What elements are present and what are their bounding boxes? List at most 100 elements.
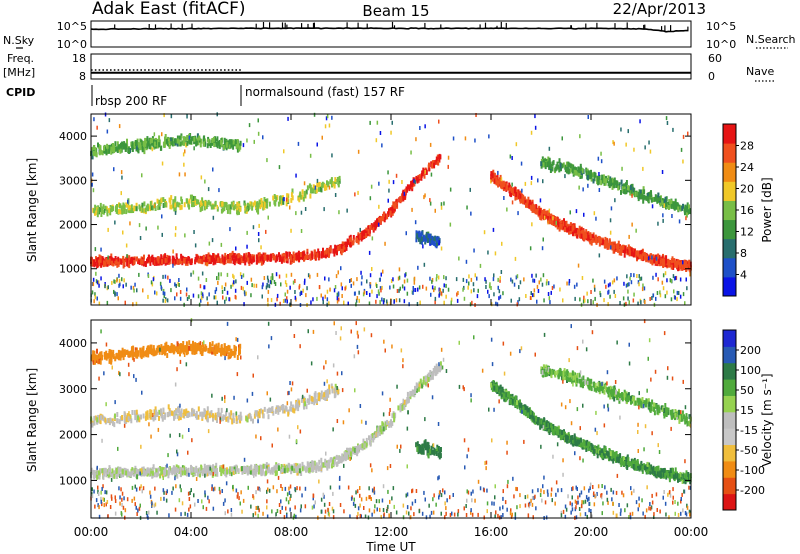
range-cell (337, 245, 340, 251)
range-cell (638, 274, 640, 279)
range-cell (93, 117, 95, 122)
range-cell (667, 201, 670, 207)
range-cell (163, 291, 166, 296)
range-cell (636, 274, 638, 278)
range-cell (255, 283, 258, 288)
range-cell (425, 286, 428, 291)
range-cell (122, 255, 125, 261)
range-cell (592, 178, 595, 184)
range-cell (371, 267, 373, 271)
range-cell (465, 259, 468, 264)
range-cell (175, 253, 178, 259)
range-cell (387, 198, 389, 203)
range-cell (607, 302, 609, 307)
range-cell (233, 205, 236, 211)
range-cell (140, 414, 142, 420)
range-cell (312, 188, 315, 194)
range-cell (211, 138, 214, 143)
range-cell (293, 466, 296, 472)
range-cell (643, 252, 646, 258)
range-cell (235, 466, 238, 472)
range-cell (574, 169, 577, 175)
range-cell (174, 282, 176, 287)
range-cell (275, 272, 278, 277)
range-cell (128, 258, 131, 264)
range-cell (434, 208, 436, 213)
range-cell (151, 467, 154, 473)
range-cell (685, 216, 687, 221)
range-cell (390, 279, 393, 283)
range-cell (178, 172, 181, 177)
range-cell (202, 254, 205, 260)
range-cell (568, 279, 571, 283)
range-cell (108, 144, 111, 150)
range-cell (371, 236, 374, 241)
range-cell (558, 166, 561, 172)
range-cell (462, 277, 465, 282)
range-cell (434, 300, 436, 305)
range-cell (316, 252, 319, 258)
range-cell (163, 294, 165, 299)
range-cell (541, 213, 544, 219)
range-cell (199, 472, 201, 478)
range-cell (215, 462, 218, 468)
range-cell (296, 254, 299, 260)
range-cell (399, 197, 402, 203)
range-cell (98, 207, 101, 212)
range-cell (120, 142, 123, 148)
range-cell (417, 265, 419, 270)
range-cell (168, 197, 171, 203)
range-cell (655, 259, 658, 265)
range-cell (174, 296, 176, 301)
range-cell (406, 291, 409, 296)
range-cell (216, 206, 219, 212)
range-cell (101, 206, 104, 212)
range-cell (191, 194, 193, 200)
range-cell (640, 276, 643, 281)
range-cell (242, 286, 244, 291)
range-cell (262, 282, 264, 287)
range-cell (294, 290, 296, 294)
range-cell (603, 178, 606, 183)
range-cell (470, 277, 473, 282)
range-cell (488, 294, 490, 299)
range-cell (653, 196, 656, 202)
range-cell (389, 285, 391, 290)
range-cell (420, 236, 423, 242)
range-cell (162, 274, 164, 279)
range-cell (558, 158, 561, 164)
range-cell (450, 300, 452, 305)
range-cell (344, 451, 346, 457)
range-cell (684, 301, 686, 306)
range-cell (309, 462, 312, 468)
range-cell (573, 228, 576, 234)
range-cell (395, 298, 398, 303)
range-cell (557, 222, 560, 228)
range-cell (415, 237, 418, 243)
range-cell (199, 258, 202, 264)
range-cell (433, 236, 436, 242)
range-cell (336, 299, 339, 304)
range-cell (597, 237, 600, 243)
range-cell (115, 467, 118, 473)
range-cell (510, 188, 513, 193)
range-cell (403, 404, 406, 410)
range-cell (244, 202, 246, 208)
range-cell (456, 292, 458, 297)
range-cell (175, 467, 178, 472)
range-cell (383, 298, 385, 303)
range-cell (417, 287, 419, 292)
range-cell (224, 415, 227, 420)
date-label: 22/Apr/2013 (613, 0, 706, 18)
velocity-scatter (90, 318, 692, 520)
range-cell (625, 142, 627, 147)
range-cell (117, 296, 119, 301)
range-cell (672, 201, 675, 207)
range-cell (189, 194, 192, 200)
range-cell (257, 258, 260, 264)
range-cell (190, 466, 193, 472)
range-cell (140, 468, 143, 474)
range-cell (213, 468, 216, 474)
range-cell (249, 258, 252, 263)
range-cell (187, 256, 190, 261)
